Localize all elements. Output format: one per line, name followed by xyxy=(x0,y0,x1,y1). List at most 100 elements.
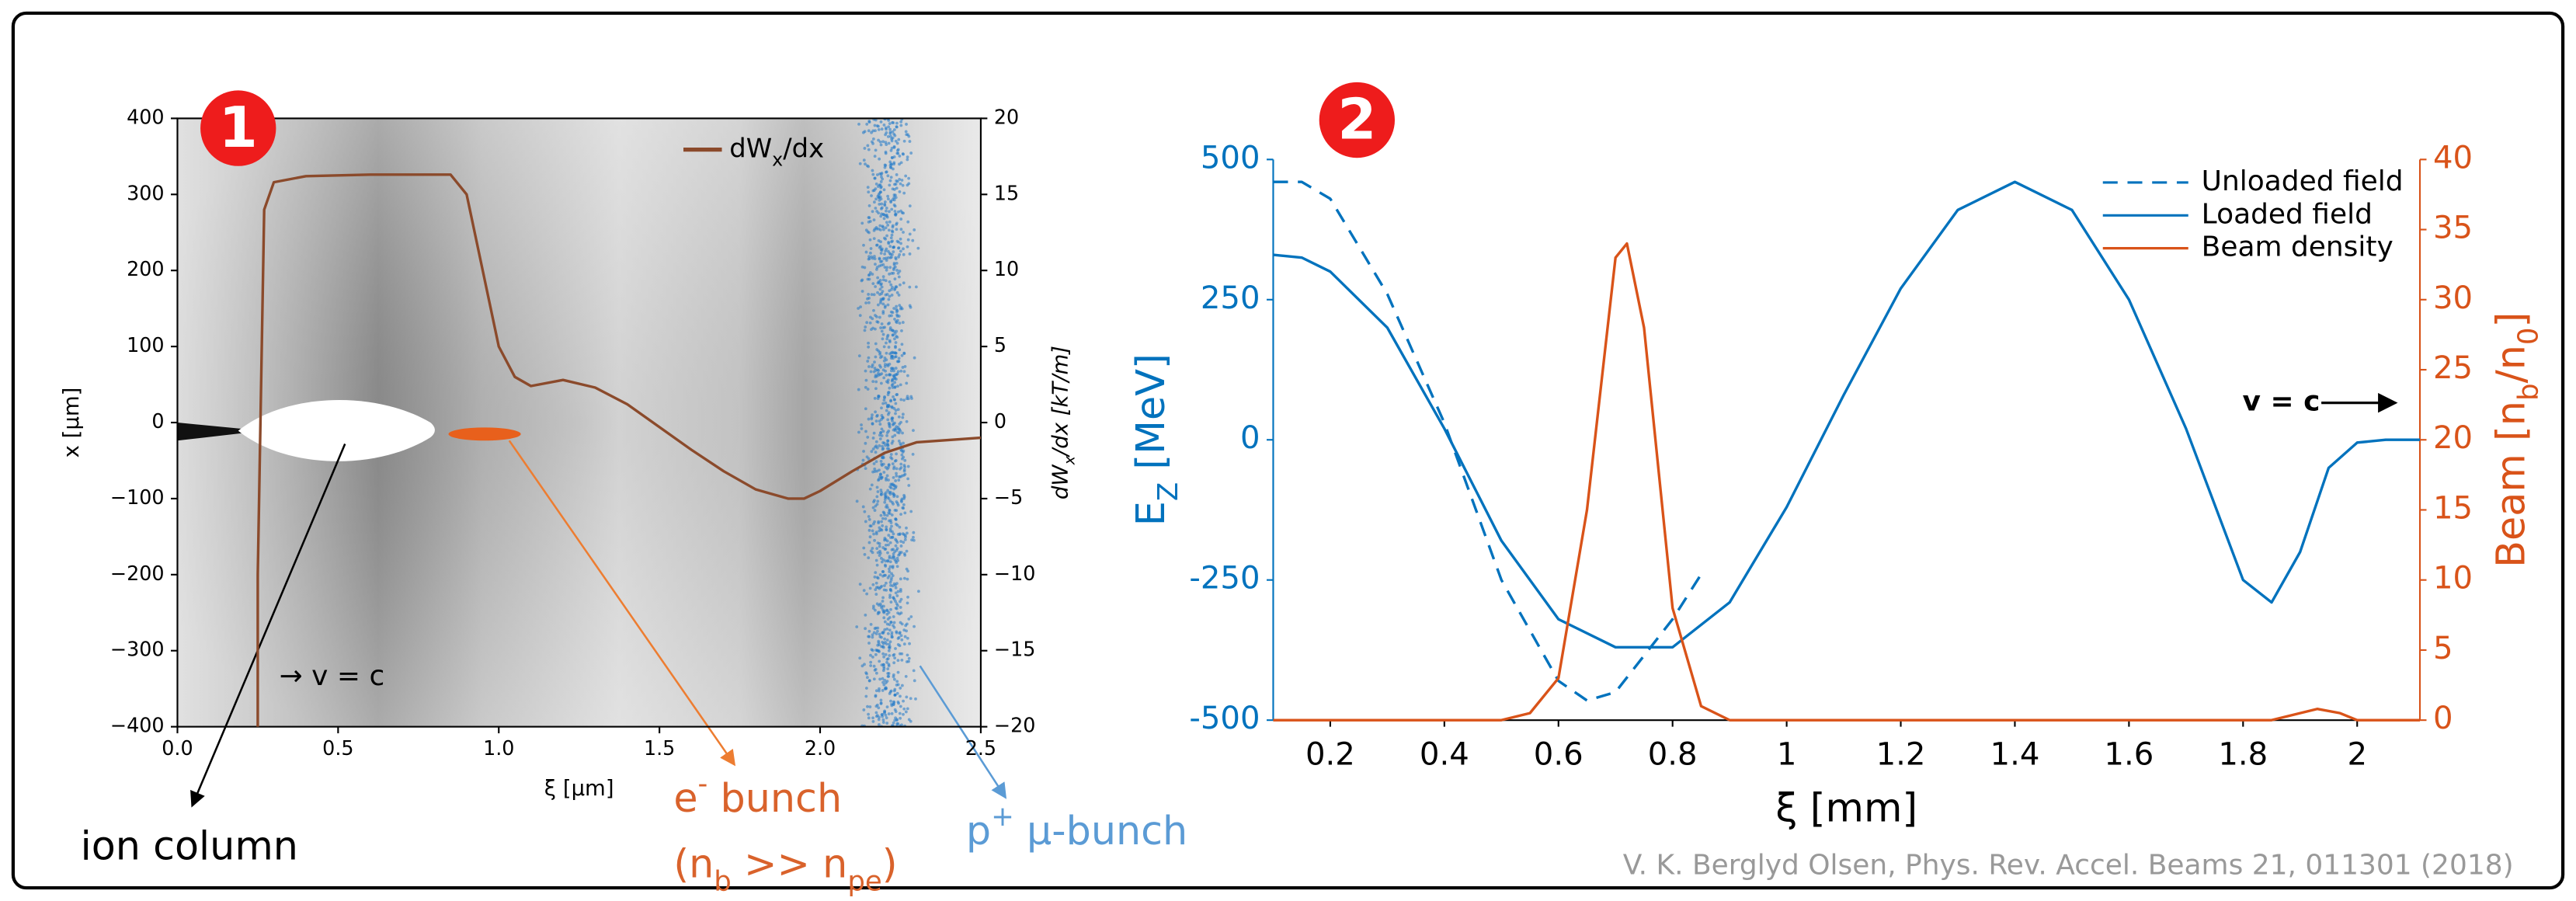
legend-label: Unloaded field xyxy=(2202,165,2404,197)
proton-dot xyxy=(888,289,892,293)
proton-dot xyxy=(861,505,865,509)
proton-dot xyxy=(896,271,900,275)
proton-dot xyxy=(892,406,896,410)
proton-dot xyxy=(864,325,867,329)
proton-dot xyxy=(871,633,874,637)
proton-dot xyxy=(899,383,902,387)
proton-dot xyxy=(890,146,894,150)
proton-dot xyxy=(889,148,893,152)
proton-dot xyxy=(898,162,901,166)
proton-dot xyxy=(886,506,889,510)
proton-dot xyxy=(890,572,893,576)
proton-dot xyxy=(895,541,899,544)
proton-dot xyxy=(906,707,909,711)
proton-dot xyxy=(876,541,880,545)
proton-dot xyxy=(892,673,895,677)
proton-dot xyxy=(899,307,902,311)
proton-dot xyxy=(895,582,899,586)
proton-dot xyxy=(907,659,910,663)
proton-dot xyxy=(888,570,892,573)
proton-dot xyxy=(902,231,905,234)
proton-dot xyxy=(896,642,900,646)
proton-dot xyxy=(863,329,867,332)
proton-dot xyxy=(871,447,875,450)
proton-dot xyxy=(887,125,891,129)
proton-dot xyxy=(892,493,896,497)
proton-dot xyxy=(871,551,874,555)
proton-dot xyxy=(874,671,878,675)
proton-dot xyxy=(878,293,881,296)
proton-dot xyxy=(866,186,870,190)
proton-dot xyxy=(888,642,891,646)
proton-dot xyxy=(902,351,906,355)
proton-dot xyxy=(888,596,892,600)
proton-dot xyxy=(902,441,905,445)
proton-dot xyxy=(879,240,882,244)
proton-dot xyxy=(894,256,898,259)
proton-dot xyxy=(909,719,913,723)
proton-dot xyxy=(878,419,881,423)
proton-dot xyxy=(885,528,888,532)
proton-dot xyxy=(881,677,885,680)
series-line xyxy=(1273,180,2421,649)
proton-dot xyxy=(879,299,883,303)
proton-dot xyxy=(906,220,910,224)
proton-dot xyxy=(889,236,893,240)
proton-dot xyxy=(871,547,874,550)
proton-dot xyxy=(884,559,888,563)
proton-dot xyxy=(899,242,902,245)
proton-dot xyxy=(903,511,907,515)
proton-dot xyxy=(889,578,893,582)
proton-dot xyxy=(902,398,906,402)
proton-dot xyxy=(867,341,870,345)
proton-dot xyxy=(874,440,878,444)
proton-dot xyxy=(888,509,892,513)
proton-dot xyxy=(892,615,895,618)
proton-dot xyxy=(872,308,875,312)
proton-dot xyxy=(885,491,888,495)
proton-dot xyxy=(877,371,880,375)
proton-dot xyxy=(897,240,900,244)
proton-dot xyxy=(858,162,862,165)
y2-tick-label: 15 xyxy=(2433,490,2473,526)
proton-dot xyxy=(898,711,902,715)
proton-dot xyxy=(873,396,877,400)
proton-dot xyxy=(895,125,899,129)
proton-dot xyxy=(897,137,901,141)
proton-dot xyxy=(857,388,860,391)
proton-dot xyxy=(893,558,897,562)
proton-dot xyxy=(899,249,902,253)
proton-dot xyxy=(894,196,898,200)
proton-dot xyxy=(884,444,887,447)
proton-dot xyxy=(860,423,863,426)
proton-dot xyxy=(888,252,892,256)
annotation: ion column xyxy=(81,823,298,868)
proton-dot xyxy=(898,304,902,308)
proton-dot xyxy=(891,230,895,234)
legend-label: dWx/dx xyxy=(729,133,824,170)
proton-dot xyxy=(862,708,866,711)
proton-dot xyxy=(902,503,906,506)
proton-dot xyxy=(899,577,902,581)
proton-dot xyxy=(897,275,901,279)
proton-dot xyxy=(873,509,877,512)
proton-dot xyxy=(900,500,903,503)
proton-dot xyxy=(874,444,878,448)
proton-dot xyxy=(867,517,871,521)
proton-dot xyxy=(873,367,877,370)
proton-dot xyxy=(890,457,894,461)
proton-dot xyxy=(895,547,899,551)
proton-dot xyxy=(906,464,910,468)
proton-dot xyxy=(867,635,871,638)
proton-dot xyxy=(894,485,898,489)
proton-dot xyxy=(875,320,879,324)
proton-dot xyxy=(904,674,908,678)
proton-dot xyxy=(878,433,881,437)
proton-dot xyxy=(879,586,882,589)
proton-dot xyxy=(867,220,871,224)
proton-dot xyxy=(913,624,916,628)
proton-dot xyxy=(875,563,879,567)
proton-dot xyxy=(865,123,869,126)
proton-dot xyxy=(886,303,890,307)
proton-dot xyxy=(878,287,882,291)
